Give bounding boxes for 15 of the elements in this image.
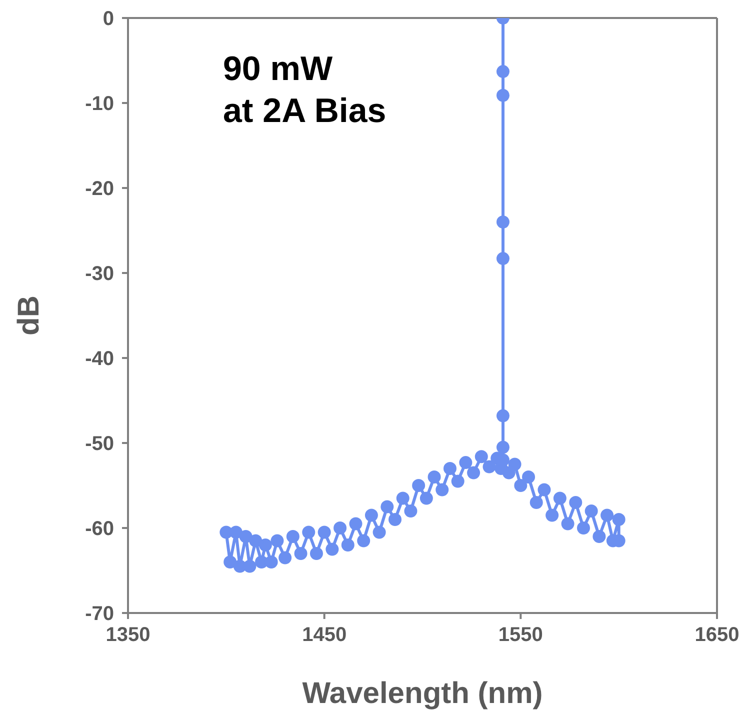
x-tick-label: 1650 — [694, 624, 740, 646]
y-tick-label: -30 — [85, 263, 114, 286]
annotation: 90 mW at 2A Bias — [223, 49, 386, 132]
x-tick-label: 1450 — [302, 624, 347, 646]
x-axis-title: Wavelength (nm) — [302, 677, 543, 710]
y-tick-label: 0 — [102, 8, 114, 30]
y-tick-label: -70 — [85, 603, 114, 626]
y-tick-label: -10 — [85, 93, 114, 116]
y-tick-label: -50 — [85, 433, 114, 456]
x-tick-label: 1350 — [106, 624, 150, 646]
x-tick-label: 1550 — [498, 624, 543, 646]
y-tick-label: -60 — [85, 518, 114, 540]
y-tick-label: -40 — [85, 348, 114, 370]
y-tick-label: -20 — [85, 178, 114, 200]
y-axis-title: dB — [12, 296, 46, 336]
